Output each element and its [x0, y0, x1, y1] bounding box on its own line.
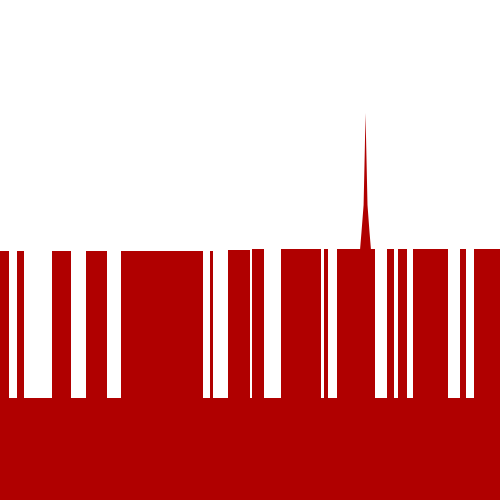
bar — [0, 251, 9, 401]
bar — [460, 249, 466, 401]
bar — [337, 249, 375, 401]
bar — [413, 249, 448, 401]
bar — [281, 249, 321, 401]
bar — [387, 249, 394, 401]
skyline-group — [0, 113, 500, 500]
bar — [17, 251, 24, 401]
bar — [86, 251, 107, 401]
bar — [52, 251, 71, 401]
base-band — [0, 398, 500, 500]
bar — [324, 249, 328, 401]
bar — [228, 250, 250, 401]
bar — [474, 249, 500, 401]
bar — [398, 249, 407, 401]
spire — [360, 113, 371, 250]
bar — [121, 251, 203, 401]
bar — [252, 249, 264, 401]
bar — [210, 251, 213, 401]
